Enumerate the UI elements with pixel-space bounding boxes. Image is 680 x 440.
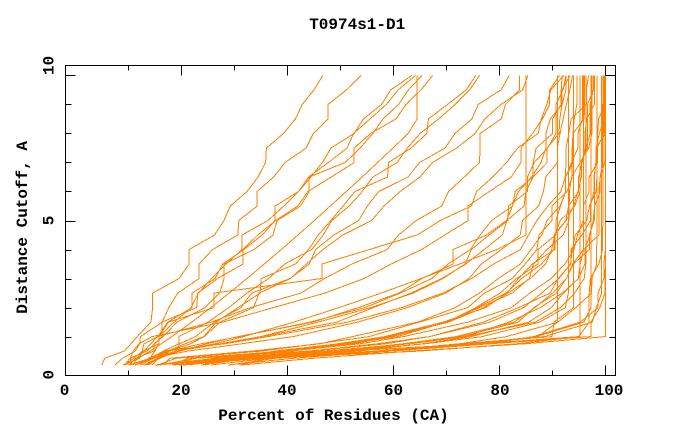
svg-text:5: 5: [41, 216, 59, 226]
svg-text:60: 60: [384, 382, 403, 400]
svg-text:10: 10: [41, 56, 59, 75]
svg-text:0: 0: [60, 382, 70, 400]
svg-text:Percent of Residues (CA): Percent of Residues (CA): [218, 407, 448, 425]
svg-text:Distance Cutoff, A: Distance Cutoff, A: [14, 141, 32, 314]
svg-text:T0974s1-D1: T0974s1-D1: [309, 16, 405, 34]
svg-text:0: 0: [41, 370, 59, 380]
svg-text:80: 80: [490, 382, 509, 400]
svg-text:20: 20: [171, 382, 190, 400]
svg-text:40: 40: [277, 382, 296, 400]
svg-text:100: 100: [595, 382, 624, 400]
